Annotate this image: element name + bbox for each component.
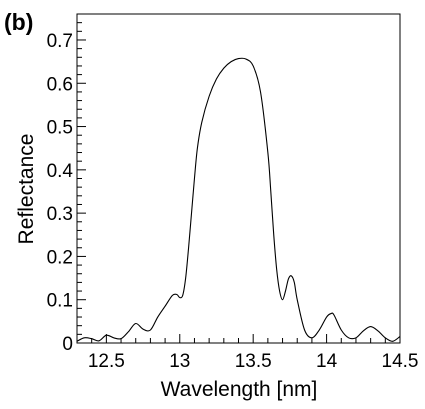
reflectance-curve	[76, 57, 401, 342]
panel-label: (b)	[4, 9, 33, 35]
y-tick-label: 0.1	[47, 291, 73, 312]
x-axis-title: Wavelength [nm]	[161, 378, 318, 401]
plot-frame	[76, 13, 401, 344]
x-tick-label: 14.5	[382, 351, 419, 372]
y-tick-label: 0.3	[47, 204, 73, 225]
x-tick-label: 13.5	[235, 351, 272, 372]
x-tick-label: 13	[169, 351, 190, 372]
y-tick-label: 0.5	[47, 118, 73, 139]
y-tick-label: 0.7	[47, 31, 73, 52]
y-tick-label: 0.4	[47, 161, 74, 182]
x-tick-label: 14	[316, 351, 338, 372]
axes: 12.5 13 13.5 14 14.5 0 0.1 0.2 0.3 0.4 0.5 0.6 0.7	[47, 13, 419, 372]
y-tick-label: 0.6	[47, 74, 73, 95]
y-axis-title: Reflectance	[15, 134, 38, 245]
plot-area	[76, 57, 401, 342]
x-tick-label: 12.5	[88, 351, 125, 372]
y-tick-label: 0.2	[47, 247, 73, 268]
y-tick-label: 0	[62, 334, 73, 355]
